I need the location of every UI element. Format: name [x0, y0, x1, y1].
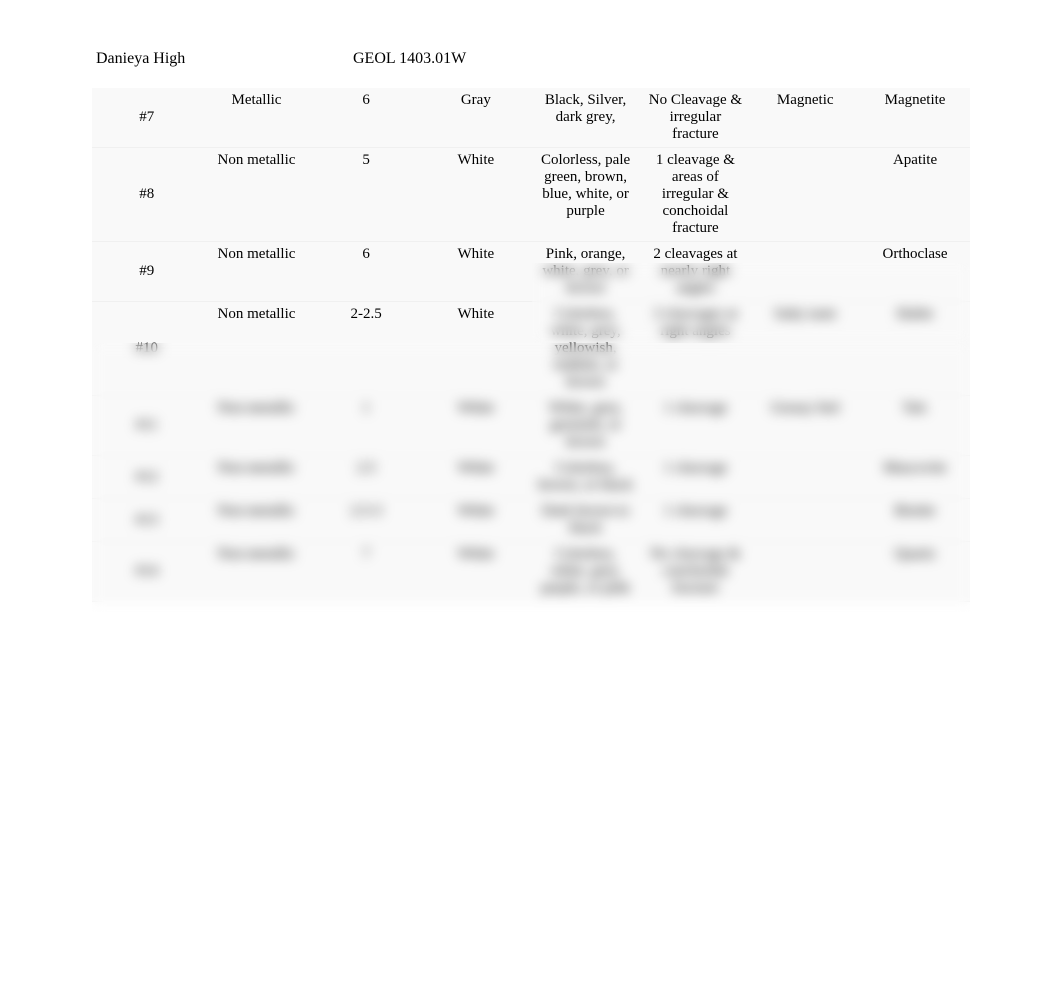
cell-hardness: 1: [311, 396, 421, 456]
cell-color: Colorless, white, grey, purple, or pink: [531, 542, 641, 602]
course-code: GEOL 1403.01W: [353, 50, 1062, 68]
table-row: #11Non metallic1WhiteWhite, grey, greeni…: [92, 396, 970, 456]
cell-streak: Gray: [421, 88, 531, 148]
cell-streak: White: [421, 499, 531, 542]
cell-id: #11: [92, 396, 202, 456]
cell-cleavage: 3 cleavages at right angles: [640, 302, 750, 396]
cell-special: Salty taste: [750, 302, 860, 396]
table-row: #10Non metallic2-2.5WhiteColorless, whit…: [92, 302, 970, 396]
cell-color: White, grey, greenish, or brown: [531, 396, 641, 456]
cell-mineral: Orthoclase: [860, 242, 970, 302]
cell-id: #14: [92, 542, 202, 602]
cell-mineral: Talc: [860, 396, 970, 456]
cell-id: #10: [92, 302, 202, 396]
cell-luster: Non metallic: [202, 499, 312, 542]
cell-id: #13: [92, 499, 202, 542]
cell-color: Pink, orange, white, grey, or brown: [531, 242, 641, 302]
cell-cleavage: 1 cleavage & areas of irregular & concho…: [640, 148, 750, 242]
cell-id: #9: [92, 242, 202, 302]
table-row: #7Metallic6GrayBlack, Silver, dark grey,…: [92, 88, 970, 148]
cell-id: #7: [92, 88, 202, 148]
cell-mineral: Apatite: [860, 148, 970, 242]
cell-color: Colorless, pale green, brown, blue, whit…: [531, 148, 641, 242]
mineral-table-container: #7Metallic6GrayBlack, Silver, dark grey,…: [92, 88, 970, 602]
cell-luster: Non metallic: [202, 242, 312, 302]
cell-special: Magnetic: [750, 88, 860, 148]
cell-luster: Non metallic: [202, 542, 312, 602]
cell-cleavage: 2 cleavages at nearly right angles: [640, 242, 750, 302]
table-row: #14Non metallic7WhiteColorless, white, g…: [92, 542, 970, 602]
cell-special: [750, 456, 860, 499]
cell-color: Black, Silver, dark grey,: [531, 88, 641, 148]
cell-streak: White: [421, 542, 531, 602]
cell-mineral: Halite: [860, 302, 970, 396]
cell-hardness: 2-2.5: [311, 302, 421, 396]
cell-special: [750, 242, 860, 302]
cell-mineral: Muscovite: [860, 456, 970, 499]
document-header: Danieya High GEOL 1403.01W: [0, 0, 1062, 88]
cell-mineral: Quartz: [860, 542, 970, 602]
table-row: #13Non metallic2.5-3WhiteDark brown to b…: [92, 499, 970, 542]
cell-cleavage: 1 cleavage: [640, 396, 750, 456]
cell-luster: Non metallic: [202, 148, 312, 242]
cell-streak: White: [421, 396, 531, 456]
cell-color: Colorless, white, grey, yellowish, reddi…: [531, 302, 641, 396]
cell-id: #12: [92, 456, 202, 499]
cell-special: [750, 148, 860, 242]
cell-cleavage: No Cleavage & irregular fracture: [640, 88, 750, 148]
cell-hardness: 2.5: [311, 456, 421, 499]
cell-luster: Metallic: [202, 88, 312, 148]
cell-cleavage: 1 cleavage: [640, 456, 750, 499]
cell-hardness: 5: [311, 148, 421, 242]
cell-hardness: 6: [311, 242, 421, 302]
cell-streak: White: [421, 148, 531, 242]
cell-hardness: 6: [311, 88, 421, 148]
cell-special: Greasy feel: [750, 396, 860, 456]
cell-luster: Non metallic: [202, 302, 312, 396]
cell-special: [750, 542, 860, 602]
cell-hardness: 7: [311, 542, 421, 602]
cell-streak: White: [421, 456, 531, 499]
table-row: #12Non metallic2.5WhiteColorless, brown,…: [92, 456, 970, 499]
table-row: #9Non metallic6WhitePink, orange, white,…: [92, 242, 970, 302]
cell-luster: Non metallic: [202, 396, 312, 456]
table-row: #8Non metallic5WhiteColorless, pale gree…: [92, 148, 970, 242]
cell-streak: White: [421, 242, 531, 302]
cell-hardness: 2.5-3: [311, 499, 421, 542]
cell-special: [750, 499, 860, 542]
cell-color: Dark brown to black: [531, 499, 641, 542]
cell-id: #8: [92, 148, 202, 242]
cell-cleavage: 1 cleavage: [640, 499, 750, 542]
cell-cleavage: No cleavage & conchoidal fracture: [640, 542, 750, 602]
cell-luster: Non metallic: [202, 456, 312, 499]
mineral-table: #7Metallic6GrayBlack, Silver, dark grey,…: [92, 88, 970, 602]
cell-streak: White: [421, 302, 531, 396]
cell-mineral: Magnetite: [860, 88, 970, 148]
cell-color: Colorless, brown, or black: [531, 456, 641, 499]
student-name: Danieya High: [96, 50, 353, 68]
cell-mineral: Biotite: [860, 499, 970, 542]
